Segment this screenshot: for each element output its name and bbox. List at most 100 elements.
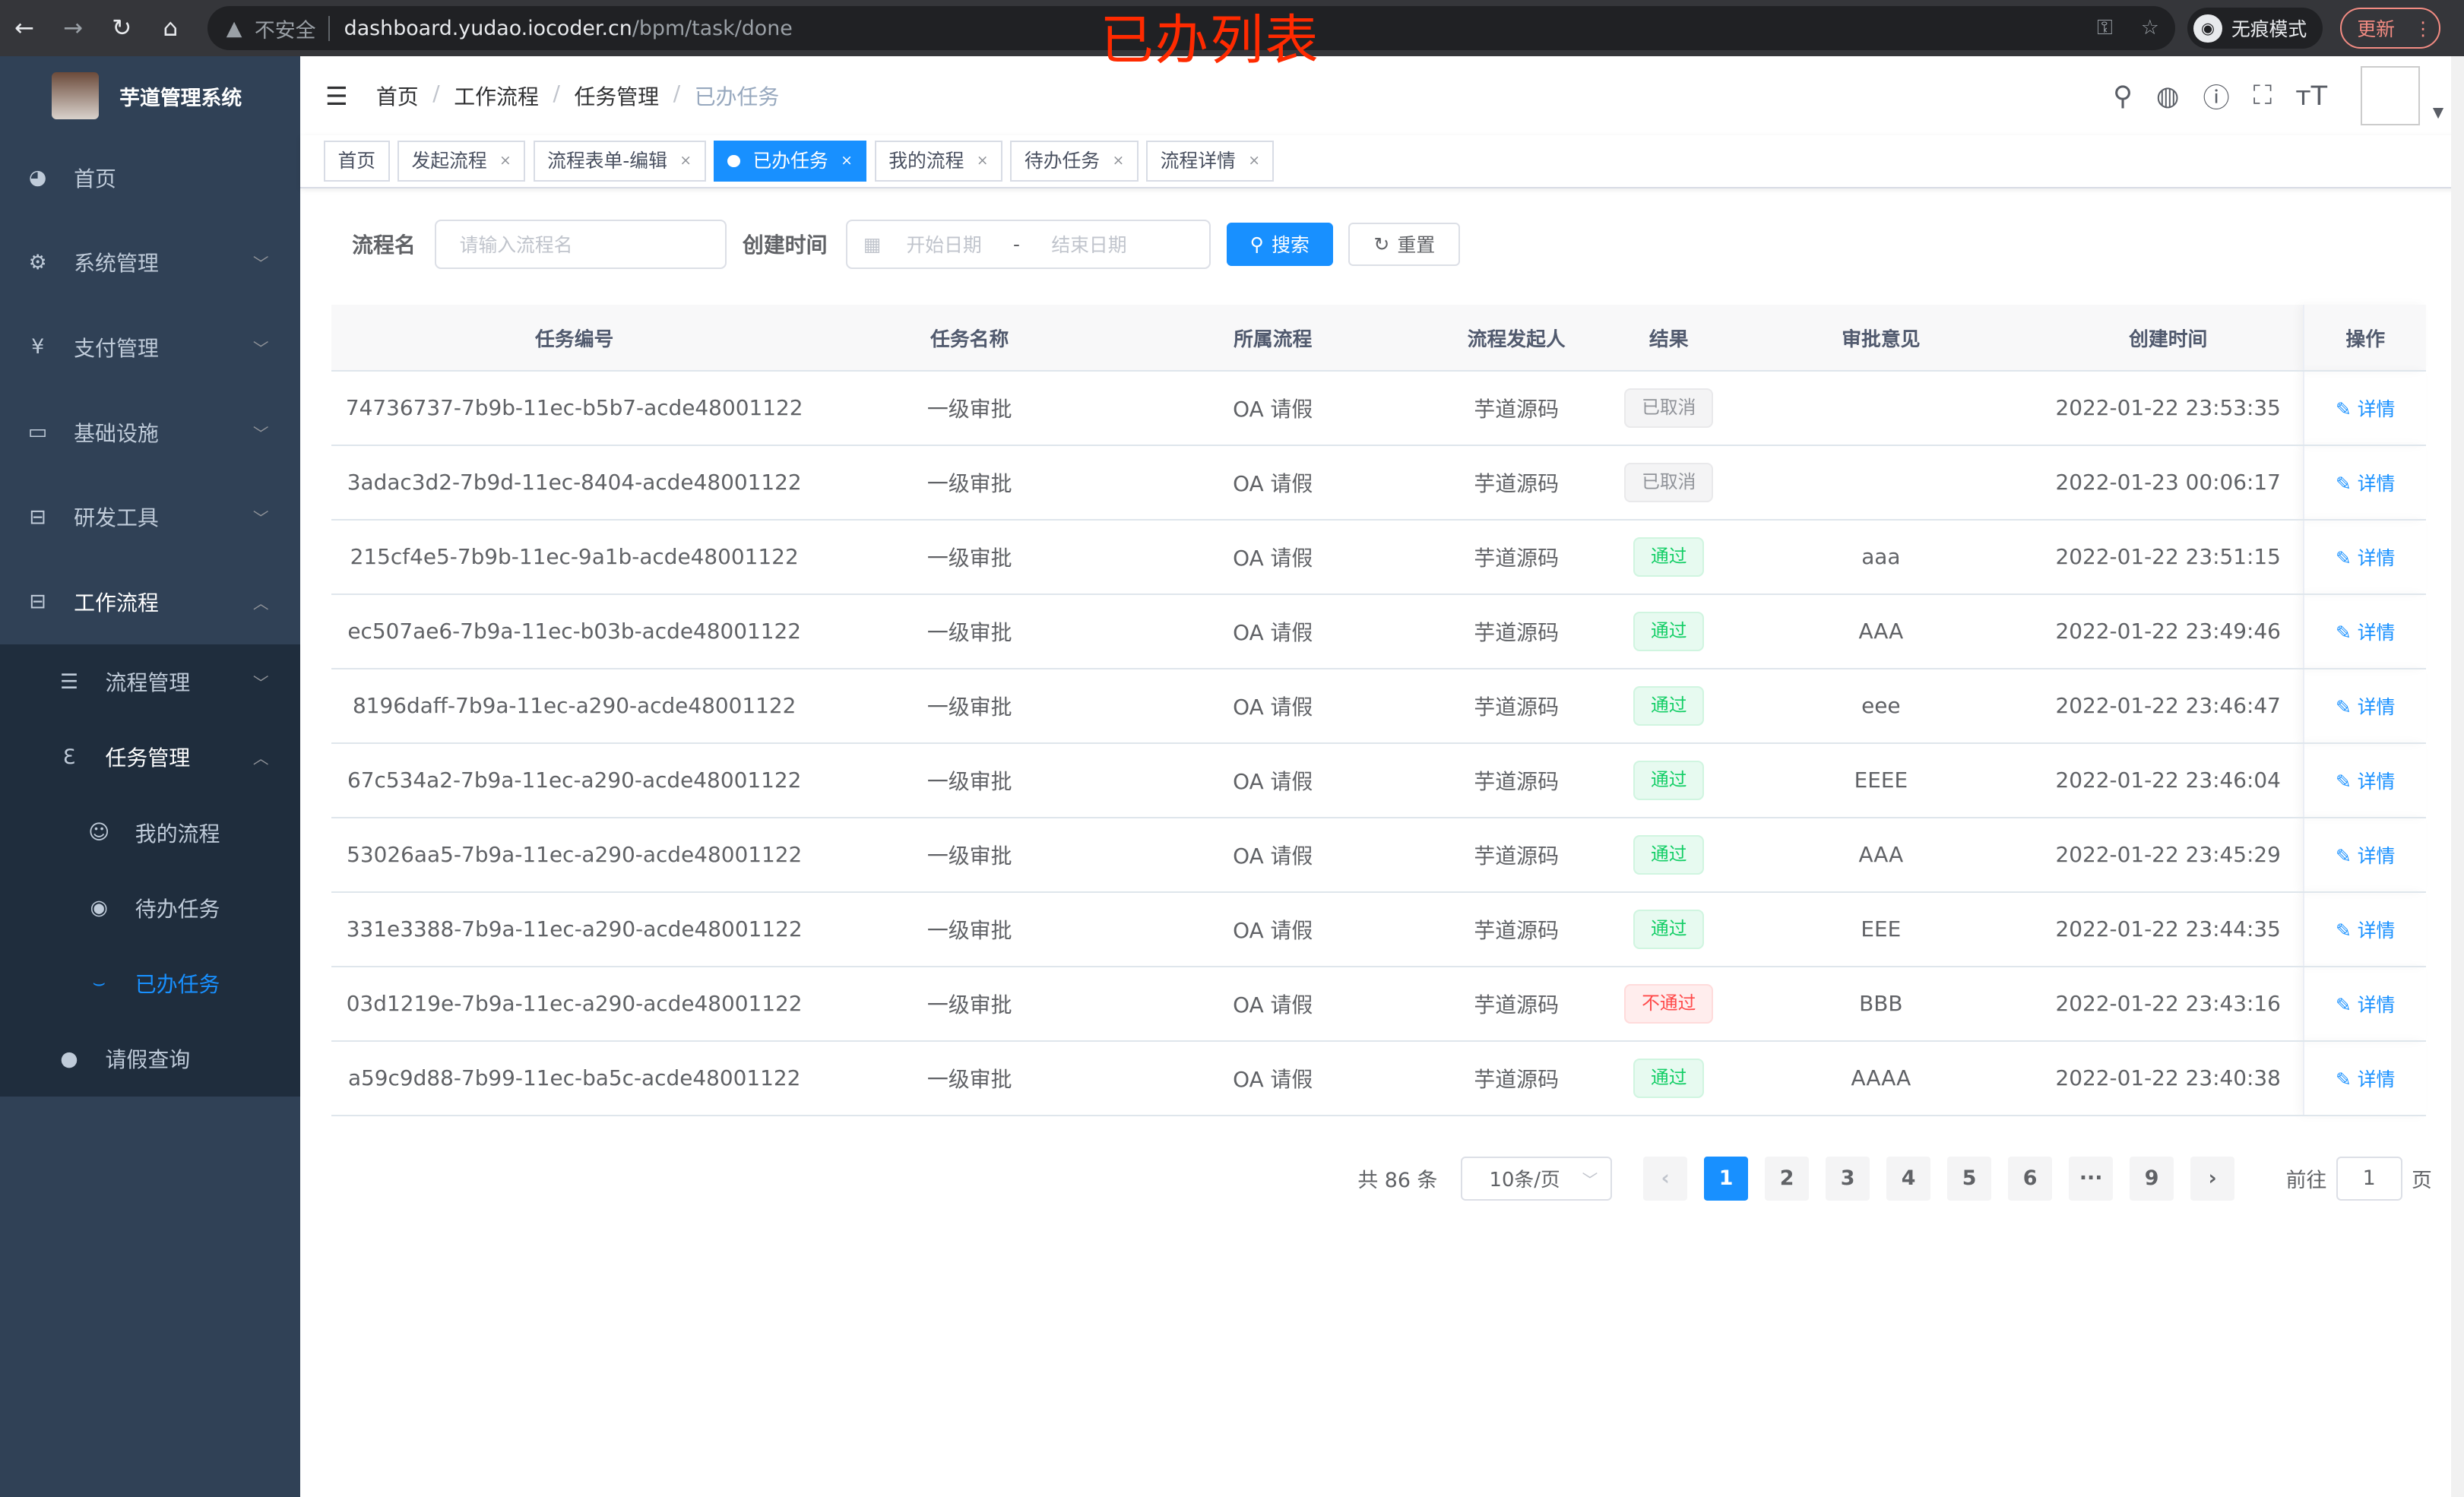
sidebar-item-todo[interactable]: ◉ 待办任务 xyxy=(0,870,300,945)
close-icon[interactable]: × xyxy=(499,153,511,169)
status-badge: 通过 xyxy=(1633,835,1705,875)
column-header: 流程发起人 xyxy=(1424,305,1610,372)
sidebar-item-pay[interactable]: ¥ 支付管理 ﹀ xyxy=(0,305,300,390)
sidebar-item-task-manage[interactable]: ℇ 任务管理 ︿ xyxy=(0,720,300,795)
starter: 芋道源码 xyxy=(1424,891,1610,967)
close-icon[interactable]: × xyxy=(1112,153,1125,169)
tag[interactable]: 发起流程 × xyxy=(397,141,526,182)
column-header: 审批意见 xyxy=(1728,305,2034,372)
address-bar[interactable]: ▲ 不安全 dashboard.yudao.iocoder.cn/bpm/tas… xyxy=(207,6,2175,51)
toolbox-icon: ⊟ xyxy=(29,505,46,529)
search-button[interactable]: ⚲ 搜索 xyxy=(1226,222,1333,267)
close-icon[interactable]: × xyxy=(841,153,853,169)
detail-link[interactable]: ✎ 详情 xyxy=(2336,919,2395,942)
task-id: 3adac3d2-7b9d-11ec-8404-acde48001122 xyxy=(331,445,818,521)
edit-icon: ✎ xyxy=(2336,919,2358,942)
task-id: ec507ae6-7b9a-11ec-b03b-acde48001122 xyxy=(331,593,818,669)
detail-link[interactable]: ✎ 详情 xyxy=(2336,473,2395,495)
close-icon[interactable]: × xyxy=(976,153,989,169)
detail-link[interactable]: ✎ 详情 xyxy=(2336,994,2395,1016)
result-cell: 通过 xyxy=(1609,668,1729,744)
logo[interactable]: 芋道管理系统 xyxy=(0,56,300,135)
reload-icon[interactable]: ↻ xyxy=(112,14,132,43)
incognito-badge[interactable]: ◉ 无痕模式 xyxy=(2187,8,2323,49)
task-id: 03d1219e-7b9a-11ec-a290-acde48001122 xyxy=(331,966,818,1042)
process-name: OA 请假 xyxy=(1122,891,1424,967)
edit-icon: ✎ xyxy=(2336,844,2358,867)
result-cell: 通过 xyxy=(1609,519,1729,595)
sidebar-item-system[interactable]: ⚙ 系统管理 ﹀ xyxy=(0,220,300,305)
close-icon[interactable]: × xyxy=(1248,153,1260,169)
page-button[interactable]: 2 xyxy=(1765,1156,1810,1201)
sidebar-item-infra[interactable]: ▭ 基础设施 ﹀ xyxy=(0,390,300,475)
prev-page-button[interactable]: ‹ xyxy=(1643,1156,1688,1201)
reset-button[interactable]: ↻ 重置 xyxy=(1348,222,1461,267)
status-badge: 通过 xyxy=(1633,761,1705,800)
font-size-icon[interactable]: ᴛT xyxy=(2295,80,2328,112)
action-cell: ✎ 详情 xyxy=(2303,668,2427,744)
github-icon[interactable]: ◍ xyxy=(2155,80,2180,112)
page-button[interactable]: 1 xyxy=(1704,1156,1749,1201)
chevron-up-icon: ︿ xyxy=(252,749,269,768)
sidebar-item-devtools[interactable]: ⊟ 研发工具 ﹀ xyxy=(0,474,300,559)
key-icon[interactable]: ⚿ xyxy=(2097,16,2113,40)
page-button[interactable]: 9 xyxy=(2130,1156,2174,1201)
detail-link[interactable]: ✎ 详情 xyxy=(2336,622,2395,644)
update-button[interactable]: 更新 ⋮ xyxy=(2339,8,2440,49)
page-button[interactable]: 4 xyxy=(1886,1156,1931,1201)
sidebar-item-workflow[interactable]: ⊟ 工作流程 ︿ xyxy=(0,559,300,644)
goto-page-input[interactable]: 1 xyxy=(2336,1156,2402,1201)
sidebar-item-home[interactable]: ◕ 首页 xyxy=(0,135,300,220)
task-name: 一级审批 xyxy=(817,817,1123,893)
detail-link[interactable]: ✎ 详情 xyxy=(2336,696,2395,718)
detail-link[interactable]: ✎ 详情 xyxy=(2336,845,2395,867)
tag-active[interactable]: 已办任务 × xyxy=(713,141,867,182)
process-name-input[interactable]: 请输入流程名 xyxy=(434,220,727,269)
chevron-up-icon: ︿ xyxy=(252,593,269,612)
tag-home[interactable]: 首页 xyxy=(323,141,390,182)
detail-link[interactable]: ✎ 详情 xyxy=(2336,1068,2395,1090)
sidebar-item-my-process[interactable]: ☺ 我的流程 xyxy=(0,795,300,870)
page-size-select[interactable]: 10条/页 ﹀ xyxy=(1461,1156,1612,1201)
tag[interactable]: 流程详情 × xyxy=(1146,141,1275,182)
user-icon: ● xyxy=(60,1046,78,1071)
next-page-button[interactable]: › xyxy=(2190,1156,2235,1201)
close-icon[interactable]: × xyxy=(679,153,692,169)
star-icon[interactable]: ☆ xyxy=(2140,16,2159,40)
list-icon: ☰ xyxy=(59,669,79,694)
action-cell: ✎ 详情 xyxy=(2303,1040,2427,1116)
home-icon[interactable]: ⌂ xyxy=(163,14,179,43)
sidebar-item-leave[interactable]: ● 请假查询 xyxy=(0,1021,300,1097)
avatar[interactable]: ▼ xyxy=(2360,65,2443,126)
sidebar-item-process-manage[interactable]: ☰ 流程管理 ﹀ xyxy=(0,644,300,720)
hamburger-icon[interactable]: ☰ xyxy=(325,81,348,111)
tag[interactable]: 我的流程 × xyxy=(874,141,1003,182)
scrollbar[interactable] xyxy=(2451,56,2464,1497)
status-badge: 通过 xyxy=(1633,537,1705,577)
eye-closed-icon: ⌣ xyxy=(92,971,106,995)
page-button[interactable]: 6 xyxy=(2008,1156,2053,1201)
tag[interactable]: 流程表单-编辑 × xyxy=(533,141,706,182)
detail-link[interactable]: ✎ 详情 xyxy=(2336,398,2395,420)
chevron-down-icon: ﹀ xyxy=(1582,1170,1598,1189)
page-button[interactable]: ··· xyxy=(2069,1156,2114,1201)
fullscreen-icon[interactable]: ⛶ xyxy=(2253,80,2272,112)
label: 任务管理 xyxy=(105,745,191,771)
breadcrumb-item[interactable]: 任务管理 xyxy=(574,84,660,110)
create-time: 2022-01-22 23:53:35 xyxy=(2033,370,2304,446)
breadcrumb-item[interactable]: 首页 xyxy=(375,84,419,110)
sidebar-item-done[interactable]: ⌣ 已办任务 xyxy=(0,946,300,1021)
help-icon[interactable]: ⓘ xyxy=(2203,82,2230,114)
breadcrumb-item[interactable]: 工作流程 xyxy=(454,84,539,110)
page-button[interactable]: 5 xyxy=(1947,1156,1992,1201)
create-time-label: 创建时间 xyxy=(742,233,828,258)
back-icon[interactable]: ← xyxy=(14,14,35,43)
forward-icon[interactable]: → xyxy=(63,14,84,43)
tag[interactable]: 待办任务 × xyxy=(1010,141,1139,182)
detail-link[interactable]: ✎ 详情 xyxy=(2336,771,2395,793)
date-range-picker[interactable]: ▦ 开始日期 - 结束日期 xyxy=(846,220,1211,269)
page-button[interactable]: 3 xyxy=(1826,1156,1870,1201)
tag-label: 首页 xyxy=(337,150,376,172)
search-icon[interactable]: ⚲ xyxy=(2113,80,2133,112)
detail-link[interactable]: ✎ 详情 xyxy=(2336,547,2395,569)
